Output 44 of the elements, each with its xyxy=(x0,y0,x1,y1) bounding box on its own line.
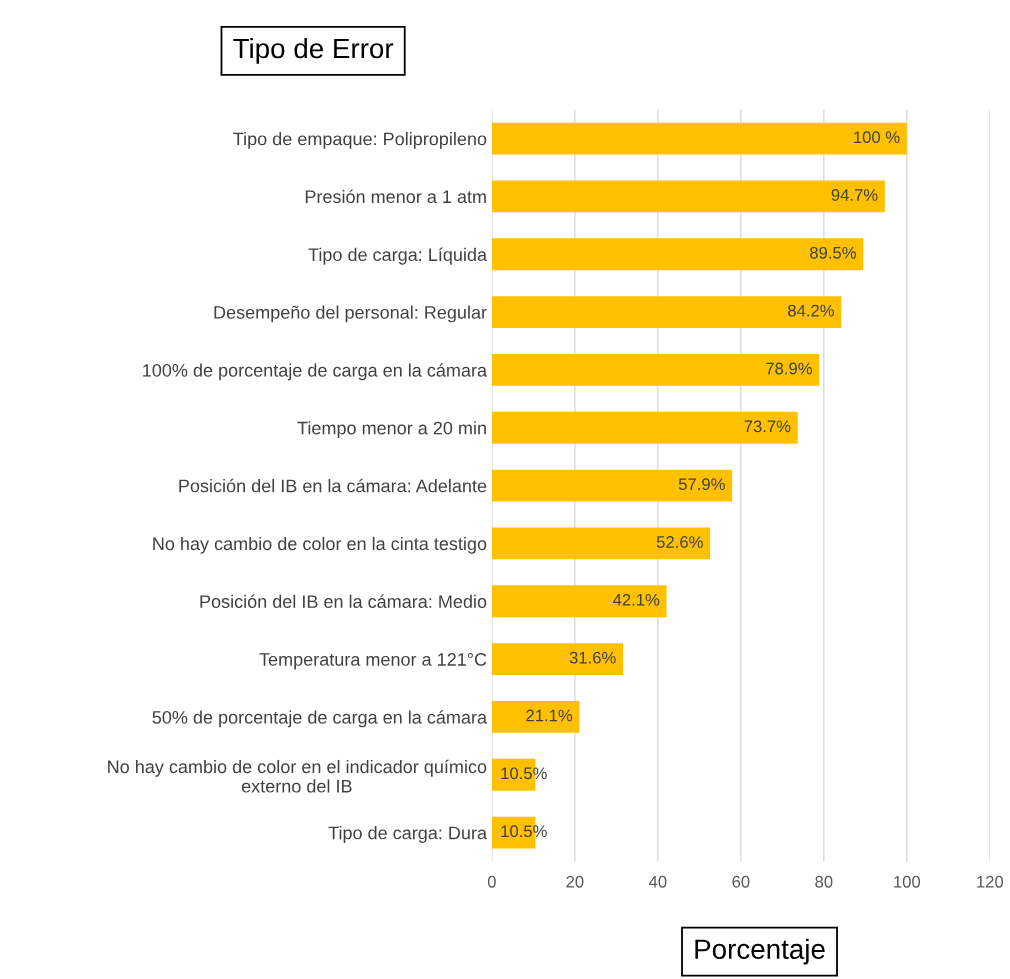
data-label: 52.6% xyxy=(656,536,703,548)
x-tick-label: 0 xyxy=(487,875,496,888)
bar xyxy=(491,701,580,733)
bar xyxy=(491,354,820,386)
x-tick-label: 40 xyxy=(648,875,667,888)
bar xyxy=(491,238,864,271)
bar xyxy=(491,469,733,502)
y-tick-label: No hay cambio de color en el indicador químico externo del IB xyxy=(108,759,487,793)
y-axis-title: Tipo de Error xyxy=(233,37,394,64)
data-label: 89.5% xyxy=(810,246,856,259)
x-tick-label: 100 xyxy=(894,875,921,888)
y-tick-label: Posición del IB en la cámara: Medio xyxy=(200,594,487,608)
data-label: 21.1% xyxy=(526,709,573,722)
y-tick-label: Tiempo menor a 20 min xyxy=(297,421,486,439)
y-tick-label: Tipo de carga: Líquida xyxy=(308,247,488,265)
y-tick-label: Presión menor a 1 atm xyxy=(305,189,486,204)
bar xyxy=(491,296,842,328)
y-tick-label: No hay cambio de color en la cinta testigo xyxy=(153,536,487,554)
bar xyxy=(491,527,711,560)
bar xyxy=(491,585,667,618)
data-label: 73.7% xyxy=(744,420,791,433)
x-axis-title: Porcentaje xyxy=(695,938,825,965)
y-tick-label: 50% de porcentaje de carga en la cámara xyxy=(152,710,488,728)
data-label: 42.1% xyxy=(613,593,660,606)
bar xyxy=(491,122,907,155)
data-label: 94.7% xyxy=(831,189,878,201)
y-tick-label: Tipo de carga: Dura xyxy=(328,826,488,843)
y-tick-label: Desempeño del personal: Regular xyxy=(214,305,487,323)
x-tick-label: 120 xyxy=(977,875,1004,888)
bar xyxy=(491,180,885,213)
y-tick-label: Posición del IB en la cámara: Adelante xyxy=(179,478,487,493)
x-tick-label: 80 xyxy=(815,875,833,888)
data-label: 31.6% xyxy=(569,651,616,664)
data-label: 100 % xyxy=(854,131,900,144)
data-label: 78.9% xyxy=(766,362,812,375)
data-label: 57.9% xyxy=(678,478,725,491)
data-label: 84.2% xyxy=(788,304,834,317)
bar xyxy=(491,643,623,675)
y-tick-label: 100% de porcentaje de carga en la cámara xyxy=(143,363,488,381)
x-tick-label: 60 xyxy=(732,875,750,888)
bar xyxy=(491,411,798,444)
x-tick-label: 20 xyxy=(566,875,584,888)
y-tick-label: Tipo de empaque: Polipropileno xyxy=(233,132,487,149)
y-tick-label: Temperatura menor a 121°C xyxy=(259,653,487,670)
